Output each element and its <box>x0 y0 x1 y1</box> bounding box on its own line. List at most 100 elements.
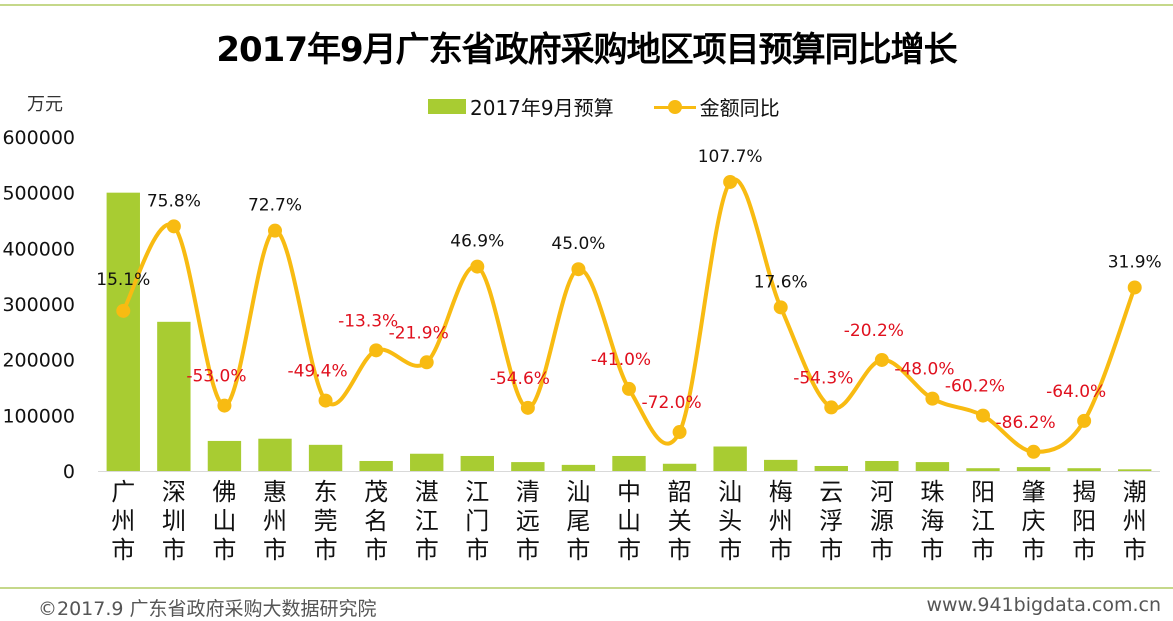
data-label: -72.0% <box>642 393 702 413</box>
line-point-肇庆市 <box>1026 444 1041 459</box>
bar-阳江市 <box>966 468 1000 471</box>
x-tick-label: 东莞市 <box>314 478 338 564</box>
data-label: 75.8% <box>147 191 201 211</box>
bar-湛江市 <box>410 453 444 471</box>
x-tick-label: 珠海市 <box>920 478 944 564</box>
x-tick-label: 佛山市 <box>212 478 236 564</box>
data-label: -53.0% <box>186 367 246 387</box>
x-tick-label: 韶关市 <box>668 478 692 564</box>
data-label: 17.6% <box>754 272 808 292</box>
data-label: 107.7% <box>698 147 763 167</box>
data-label: -13.3% <box>338 311 398 331</box>
legend-bar-label: 2017年9月预算 <box>470 96 614 120</box>
bar-云浮市 <box>814 465 848 471</box>
legend-line-swatch <box>653 97 696 117</box>
top-divider <box>0 4 1173 6</box>
line-point-惠州市 <box>268 223 282 238</box>
line-point-珠海市 <box>925 391 940 406</box>
x-tick-label: 肇庆市 <box>1022 478 1046 564</box>
line-point-汕尾市 <box>571 262 586 277</box>
x-tick-label: 阳江市 <box>971 478 995 564</box>
line-point-云浮市 <box>824 400 839 415</box>
bar-汕尾市 <box>561 464 596 471</box>
y-axis-unit: 万元 <box>27 94 63 115</box>
line-point-湛江市 <box>419 355 434 370</box>
bar-江门市 <box>460 455 494 471</box>
x-tick-label: 云浮市 <box>819 478 843 564</box>
line-point-河源市 <box>874 352 889 367</box>
footer-website: www.941bigdata.com.cn <box>926 594 1161 616</box>
bar-茂名市 <box>359 460 393 471</box>
x-tick-label: 梅州市 <box>769 478 793 564</box>
line-point-韶关市 <box>672 425 687 440</box>
bar-潮州市 <box>1118 469 1152 471</box>
bar-梅州市 <box>764 459 798 471</box>
y-tick-label: 400000 <box>2 238 75 260</box>
x-tick-label: 汕尾市 <box>566 478 590 564</box>
data-label: 15.1% <box>96 270 150 290</box>
bar-广州市 <box>106 192 140 471</box>
line-point-佛山市 <box>217 398 232 413</box>
x-tick-label: 茂名市 <box>364 478 388 564</box>
bar-河源市 <box>865 460 899 471</box>
line-point-潮州市 <box>1127 280 1142 295</box>
legend-bar-swatch <box>428 99 466 114</box>
data-label: -60.2% <box>945 377 1005 397</box>
line-point-深圳市 <box>166 219 181 234</box>
legend: 2017年9月预算 金额同比 <box>428 92 780 121</box>
line-point-梅州市 <box>773 300 788 315</box>
y-tick-label: 100000 <box>2 405 75 427</box>
data-label: 45.0% <box>551 234 605 254</box>
bar-中山市 <box>612 455 646 471</box>
data-label: -41.0% <box>591 350 651 370</box>
bar-肇庆市 <box>1016 467 1051 471</box>
bar-佛山市 <box>207 440 242 471</box>
legend-line-label: 金额同比 <box>699 96 780 120</box>
y-tick-label: 200000 <box>2 350 75 372</box>
chart-title: 2017年9月广东省政府采购地区项目预算同比增长 <box>216 30 957 70</box>
line-point-汕头市 <box>723 174 738 189</box>
line-point-广州市 <box>116 303 131 318</box>
y-tick-label: 0 <box>63 461 75 483</box>
x-tick-label: 中山市 <box>617 478 641 564</box>
x-tick-label: 河源市 <box>870 478 894 564</box>
y-tick-label: 300000 <box>2 294 75 316</box>
line-point-茂名市 <box>369 343 384 358</box>
bar-汕头市 <box>713 446 747 471</box>
line-point-中山市 <box>622 381 636 396</box>
line-point-清远市 <box>520 400 535 415</box>
x-tick-label: 广州市 <box>111 478 135 564</box>
data-label: 46.9% <box>450 232 504 252</box>
x-tick-label: 潮州市 <box>1123 478 1147 564</box>
x-tick-label: 清远市 <box>516 478 540 564</box>
x-tick-label: 汕头市 <box>718 478 742 564</box>
footer-divider <box>0 587 1173 589</box>
x-tick-label: 江门市 <box>465 478 489 564</box>
bar-深圳市 <box>157 321 191 471</box>
x-tick-label: 深圳市 <box>162 478 186 564</box>
data-label: -21.9% <box>389 323 449 343</box>
data-label: -49.4% <box>288 362 348 382</box>
bar-珠海市 <box>915 462 950 471</box>
line-point-揭阳市 <box>1077 413 1092 428</box>
data-label: -54.3% <box>793 368 853 388</box>
footer-copyright: ©2017.9 广东省政府采购大数据研究院 <box>38 598 377 620</box>
bar-东莞市 <box>308 444 343 471</box>
data-label: -64.0% <box>1046 382 1106 402</box>
x-tick-label: 湛江市 <box>415 478 439 564</box>
data-label: -20.2% <box>844 321 904 341</box>
y-tick-label: 600000 <box>2 127 75 149</box>
y-tick-label: 500000 <box>2 183 75 205</box>
line-point-阳江市 <box>976 408 990 423</box>
chart-area: 0 100000 200000 300000 400000 500000 600000 广州市… <box>2 127 1162 564</box>
data-label: -48.0% <box>894 360 954 380</box>
bar-清远市 <box>511 462 545 471</box>
line-point-江门市 <box>470 259 485 274</box>
data-label: 72.7% <box>248 196 302 216</box>
data-label: 31.9% <box>1108 252 1162 272</box>
bar-惠州市 <box>258 438 292 471</box>
data-label: -86.2% <box>996 413 1056 433</box>
bar-揭阳市 <box>1067 468 1101 471</box>
x-tick-label: 惠州市 <box>263 478 287 564</box>
line-point-东莞市 <box>318 393 333 408</box>
